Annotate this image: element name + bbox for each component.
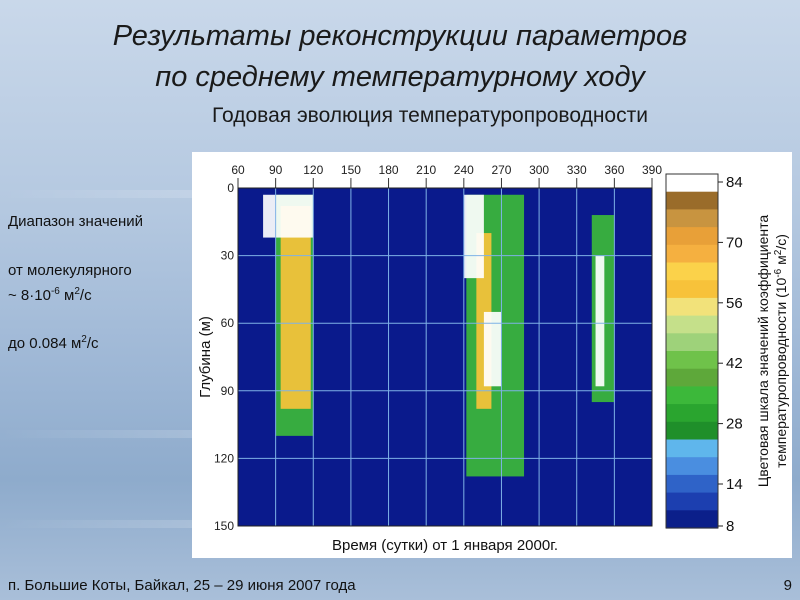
colorbar-swatch — [666, 351, 718, 370]
colorbar-label-unit: м — [773, 255, 789, 269]
range-to-tail: /с — [86, 335, 99, 352]
x-tick-label: 300 — [529, 163, 549, 177]
heatmap-patch — [483, 311, 502, 387]
range-to-prefix: до 0.084 м — [8, 335, 82, 352]
heatmap-patch — [280, 206, 311, 409]
y-tick-label: 0 — [227, 181, 234, 195]
colorbar-swatch — [666, 297, 718, 317]
y-axis-label: Глубина (м) — [197, 316, 214, 398]
colorbar-swatch — [666, 510, 718, 529]
slide-title-line-1: Результаты реконструкции параметров — [112, 20, 688, 52]
colorbar-tick-label: 56 — [726, 295, 743, 312]
colorbar-swatch — [666, 315, 718, 334]
colorbar-layer: 84 70 56 42 28 14 8 Цветовая шкала значений коэ… — [665, 173, 790, 535]
heatmap-chart: 60 90 120 150 180 210 240 270 300 330 360 390030609… — [197, 163, 790, 554]
footer-caption: п. Большие Коты, Байкал, 25 – 29 июня 20… — [8, 577, 356, 594]
range-from-prefix: ~ 8·10 — [8, 287, 51, 304]
x-tick-label: 270 — [491, 163, 511, 177]
colorbar-swatch — [666, 244, 718, 264]
colorbar-swatch — [666, 439, 718, 458]
x-tick-label: 90 — [269, 163, 283, 177]
colorbar-tick-label: 42 — [726, 355, 743, 372]
range-from-unit-exponent: 2 — [74, 286, 80, 297]
slide-subtitle: Годовая эволюция температуропроводности — [212, 104, 648, 127]
x-tick-label: 330 — [567, 163, 587, 177]
x-tick-label: 150 — [341, 163, 361, 177]
colorbar-tick-label: 70 — [726, 234, 743, 251]
range-to-value: до 0.084 м2/с — [8, 334, 99, 352]
colorbar-tick-label: 8 — [726, 518, 734, 535]
x-axis-label: Время (сутки) от 1 января 2000г. — [332, 537, 558, 554]
colorbar-swatch — [666, 404, 718, 423]
colorbar-swatch — [666, 474, 718, 494]
colorbar-swatch — [666, 280, 718, 299]
x-tick-label: 360 — [604, 163, 624, 177]
colorbar-label-exponent: -6 — [773, 268, 784, 277]
colorbar-tick-label: 28 — [726, 416, 743, 433]
y-tick-label: 150 — [214, 519, 234, 533]
heatmap-patch — [263, 194, 314, 238]
colorbar-label-line-2: температуропроводности (10-6 м2/с) — [773, 234, 790, 468]
colorbar-label-line-1: Цветовая шкала значений коэффициента — [755, 215, 771, 487]
colorbar-frame — [665, 173, 719, 529]
range-from-unit-tail: /с — [79, 287, 92, 304]
x-tick-label: 390 — [642, 163, 662, 177]
colorbar-swatch — [666, 262, 718, 281]
range-from-label: от молекулярного — [8, 262, 132, 279]
x-tick-label: 180 — [379, 163, 399, 177]
chart-panel: 60 90 120 150 180 210 240 270 300 330 360 390 0 30 60 9… — [192, 152, 792, 558]
range-heading: Диапазон значений — [8, 213, 144, 230]
plot-frame — [237, 187, 653, 527]
colorbar-swatch — [666, 333, 718, 352]
range-to-exponent: 2 — [81, 334, 87, 345]
range-from-value: ~ 8·10-6 м2/с — [8, 286, 92, 304]
colorbar-swatch — [666, 227, 718, 246]
colorbar-swatch — [666, 368, 718, 387]
colorbar-label-tail: /с) — [773, 234, 789, 250]
y-tick-label: 90 — [221, 384, 235, 398]
colorbar-swatch — [666, 457, 718, 476]
plot-layer: 60 90 120 150 180 210 240 270 300 330 360 390 0 30 60 9… — [197, 163, 662, 554]
colorbar-swatch — [666, 174, 718, 193]
colorbar-label-unit-exponent: 2 — [773, 249, 784, 255]
x-tick-label: 60 — [231, 163, 245, 177]
colorbar-swatch — [666, 386, 718, 405]
x-tick-label: 120 — [303, 163, 323, 177]
range-from-unit: м — [59, 287, 75, 304]
range-from-exponent: -6 — [50, 286, 60, 297]
colorbar-swatch — [666, 421, 718, 441]
colorbar-tick-label: 14 — [726, 476, 743, 493]
x-tick-label: 240 — [454, 163, 474, 177]
y-tick-label: 120 — [214, 451, 234, 465]
colorbar-swatch — [666, 492, 718, 511]
slide-title-line-2: по среднему температурному ходу — [155, 61, 645, 93]
x-tick-label: 210 — [416, 163, 436, 177]
y-tick-label: 60 — [221, 316, 235, 330]
colorbar-swatch — [666, 209, 718, 228]
page-number: 9 — [783, 577, 792, 594]
y-tick-label: 30 — [221, 249, 235, 263]
colorbar-tick-label: 84 — [726, 174, 743, 191]
heatmap-patch — [595, 255, 605, 387]
heatmap-patch — [463, 194, 484, 279]
colorbar-label-text: температуропроводности (10 — [773, 277, 789, 467]
colorbar-swatch — [666, 191, 718, 210]
